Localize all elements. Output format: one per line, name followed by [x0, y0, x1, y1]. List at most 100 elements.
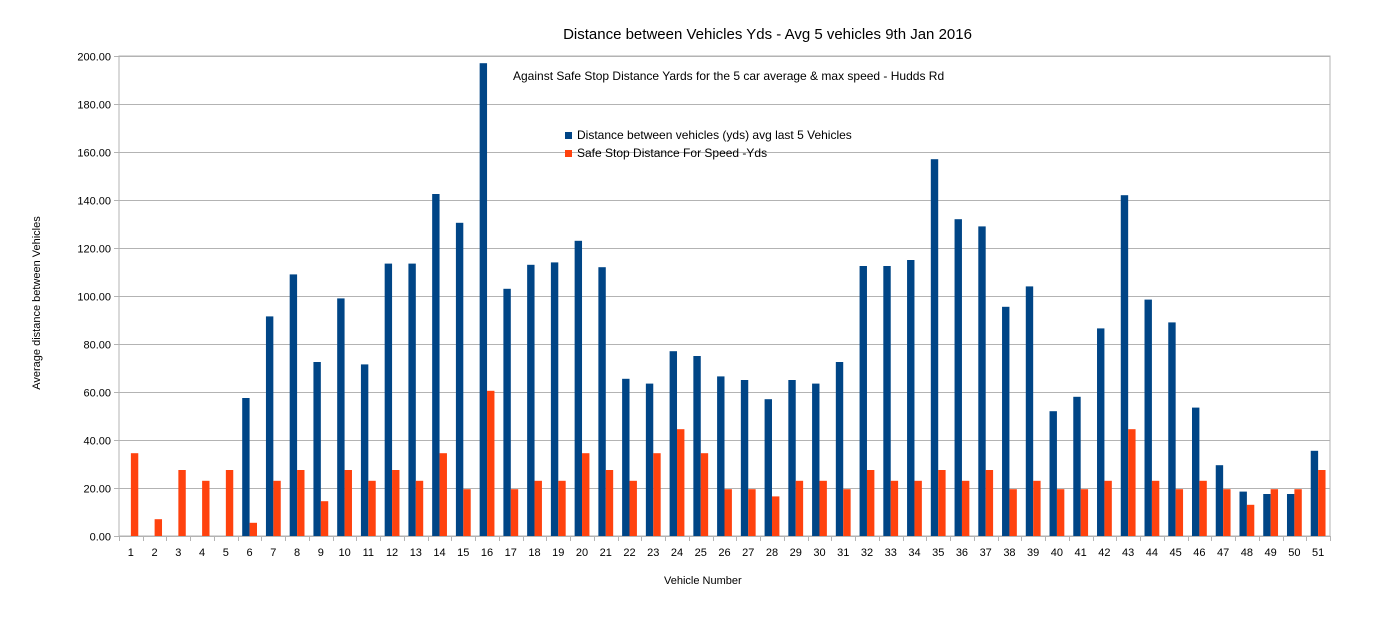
- x-tick-label: 51: [1312, 547, 1324, 559]
- bar-distance-31: [835, 362, 844, 536]
- bar-distance-47: [1215, 465, 1224, 536]
- bar-safe-stop-10: [344, 470, 352, 536]
- bar-distance-36: [954, 219, 962, 536]
- bar-safe-stop-45: [1175, 489, 1184, 536]
- y-tick-label: 160.00: [77, 148, 111, 160]
- bar-safe-stop-35: [938, 470, 946, 536]
- y-tick-label: 80.00: [83, 340, 111, 352]
- bar-safe-stop-50: [1294, 489, 1302, 536]
- x-tick-label: 17: [505, 547, 517, 559]
- bar-distance-17: [503, 288, 511, 536]
- bar-distance-32: [859, 266, 867, 536]
- bar-distance-48: [1239, 491, 1247, 536]
- bar-safe-stop-11: [368, 480, 376, 536]
- x-tick-label: 9: [318, 547, 324, 559]
- bar-safe-stop-18: [534, 480, 542, 536]
- x-tick-label: 42: [1098, 547, 1110, 559]
- bar-distance-38: [1002, 306, 1010, 536]
- x-tick-label: 26: [718, 547, 730, 559]
- y-tick-label: 200.00: [77, 52, 111, 64]
- bar-distance-46: [1192, 407, 1200, 536]
- bar-distance-27: [740, 380, 749, 536]
- x-tick-label: 35: [932, 547, 944, 559]
- x-tick-label: 28: [766, 547, 778, 559]
- bar-distance-49: [1263, 494, 1271, 536]
- x-tick-label: 5: [223, 547, 229, 559]
- x-tick-label: 7: [270, 547, 276, 559]
- bar-safe-stop-49: [1270, 489, 1279, 536]
- x-tick-label: 12: [386, 547, 398, 559]
- bar-safe-stop-51: [1318, 470, 1326, 536]
- bar-safe-stop-19: [558, 480, 566, 536]
- x-tick-label: 36: [956, 547, 968, 559]
- bar-safe-stop-9: [320, 501, 329, 536]
- bar-distance-8: [289, 274, 298, 536]
- bar-safe-stop-16: [487, 390, 495, 536]
- y-tick-label: 20.00: [83, 484, 111, 496]
- bar-distance-6: [242, 398, 250, 536]
- x-tick-label: 20: [576, 547, 588, 559]
- bar-distance-21: [598, 267, 606, 536]
- x-tick-label: 4: [199, 547, 205, 559]
- bar-distance-19: [550, 262, 559, 536]
- bar-safe-stop-39: [1033, 480, 1041, 536]
- bar-safe-stop-28: [771, 496, 780, 536]
- bar-distance-7: [265, 316, 274, 536]
- bar-safe-stop-30: [819, 480, 827, 536]
- x-tick-label: 34: [908, 547, 920, 559]
- bar-safe-stop-4: [202, 480, 210, 536]
- x-tick-labels: 1 2 3 4 5 6 7 8 9 10 11 12 13 14 15 16 17 18 19 20 21 22 23 24 2…: [128, 547, 1324, 559]
- x-tick-label: 3: [175, 547, 181, 559]
- bar-safe-stop-14: [439, 453, 447, 536]
- x-tick-label: 8: [294, 547, 300, 559]
- x-tick-label: 33: [885, 547, 897, 559]
- bar-safe-stop-23: [653, 453, 661, 536]
- bar-safe-stop-27: [748, 489, 756, 536]
- chart-title: Distance between Vehicles Yds - Avg 5 ve…: [563, 26, 972, 43]
- bar-distance-11: [360, 364, 369, 536]
- x-tick-label: 44: [1146, 547, 1158, 559]
- bar-distance-10: [337, 298, 345, 536]
- x-tick-label: 46: [1193, 547, 1205, 559]
- bar-safe-stop-7: [273, 480, 281, 536]
- bar-safe-stop-44: [1151, 480, 1160, 536]
- x-tick-label: 1: [128, 547, 134, 559]
- x-axis-label: Vehicle Number: [664, 575, 742, 587]
- x-tick-label: 11: [363, 547, 374, 559]
- x-tick-label: 19: [552, 547, 564, 559]
- x-tick-label: 37: [980, 547, 992, 559]
- bar-distance-34: [907, 260, 915, 536]
- bar-distance-23: [645, 383, 654, 536]
- legend-item-safe-stop: Safe Stop Distance For Speed -Yds: [565, 144, 852, 162]
- bar-safe-stop-46: [1199, 480, 1207, 536]
- bar-safe-stop-3: [178, 470, 186, 536]
- x-tick-label: 14: [433, 547, 445, 559]
- legend-swatch-safe-stop: [565, 149, 572, 157]
- bar-distance-37: [978, 226, 986, 536]
- bar-distance-29: [788, 380, 796, 536]
- legend-swatch-distance: [565, 131, 572, 139]
- bar-distance-22: [622, 378, 630, 536]
- x-tick-label: 43: [1122, 547, 1134, 559]
- bar-safe-stop-32: [866, 470, 875, 536]
- axes: [114, 56, 1331, 541]
- x-tick-label: 47: [1217, 547, 1229, 559]
- bars: [130, 63, 1326, 537]
- bar-safe-stop-21: [605, 470, 614, 536]
- bar-distance-50: [1286, 494, 1295, 536]
- bar-distance-14: [432, 194, 440, 536]
- bar-distance-41: [1073, 396, 1081, 536]
- bar-safe-stop-1: [130, 453, 139, 536]
- bar-distance-40: [1049, 411, 1057, 536]
- bar-safe-stop-40: [1056, 489, 1065, 536]
- legend-item-distance: Distance between vehicles (yds) avg last…: [565, 126, 852, 144]
- bar-distance-43: [1120, 195, 1129, 536]
- bar-safe-stop-36: [961, 480, 970, 536]
- bar-safe-stop-31: [843, 489, 851, 536]
- x-tick-label: 21: [600, 547, 612, 559]
- x-tick-label: 31: [837, 547, 849, 559]
- x-tick-label: 27: [742, 547, 754, 559]
- bar-safe-stop-37: [985, 470, 994, 536]
- legend-label-distance: Distance between vehicles (yds) avg last…: [577, 128, 852, 142]
- y-tick-label: 120.00: [77, 244, 111, 256]
